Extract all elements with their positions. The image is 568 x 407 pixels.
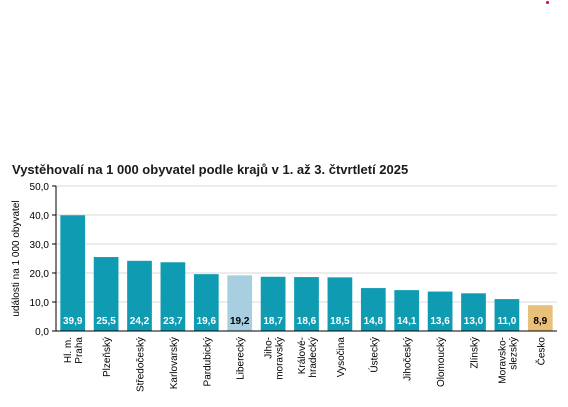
bar bbox=[193, 274, 219, 331]
x-category-label: Jiho-moravský bbox=[264, 337, 286, 380]
bar-value-label: 14,1 bbox=[397, 316, 417, 327]
x-category-label: Středočeský bbox=[136, 337, 147, 392]
bar-value-label: 8,9 bbox=[533, 316, 547, 327]
bar bbox=[461, 293, 486, 331]
y-axis-title: události na 1 000 obyvatel bbox=[11, 200, 22, 316]
bar-value-label: 14,8 bbox=[364, 316, 384, 327]
bar bbox=[327, 277, 353, 331]
bar bbox=[527, 305, 553, 331]
x-category-label: Ústecký bbox=[367, 337, 380, 373]
y-tick-label: 40,0 bbox=[30, 211, 50, 222]
bar-value-label: 23,7 bbox=[163, 316, 183, 327]
bar-value-label: 13,6 bbox=[430, 316, 450, 327]
bar-value-label: 25,5 bbox=[96, 316, 116, 327]
corner-marker-dot bbox=[546, 1, 549, 4]
bar bbox=[93, 257, 119, 331]
bar-value-label: 18,5 bbox=[330, 316, 350, 327]
bar bbox=[427, 291, 453, 331]
x-category-label: Králové-hradecký bbox=[297, 337, 319, 378]
bar bbox=[160, 262, 186, 331]
x-category-label: Liberecký bbox=[236, 337, 247, 380]
y-tick-label: 10,0 bbox=[30, 298, 50, 309]
bar bbox=[127, 260, 152, 331]
x-category-label: Zlínský bbox=[470, 337, 481, 369]
bar-value-label: 18,7 bbox=[263, 316, 283, 327]
bar-value-label: 18,6 bbox=[297, 316, 317, 327]
x-category-label: Karlovarský bbox=[169, 337, 180, 389]
x-category-label: Pardubický bbox=[202, 337, 213, 386]
bar bbox=[60, 215, 86, 331]
x-category-label: Vysočina bbox=[336, 337, 347, 378]
bar bbox=[294, 277, 319, 331]
y-tick-label: 50,0 bbox=[30, 182, 50, 193]
bar bbox=[360, 288, 386, 331]
bar-value-label: 19,6 bbox=[197, 316, 217, 327]
bar-value-label: 19,2 bbox=[230, 316, 250, 327]
x-category-label: Jihočeský bbox=[403, 337, 414, 381]
x-category-label: Plzeňský bbox=[102, 337, 113, 377]
x-category-label: Česko bbox=[534, 337, 547, 366]
bar-value-label: 39,9 bbox=[63, 316, 83, 327]
bar bbox=[260, 276, 286, 331]
y-tick-label: 30,0 bbox=[30, 240, 50, 251]
bar-value-label: 24,2 bbox=[130, 316, 150, 327]
bar-value-label: 13,0 bbox=[464, 316, 484, 327]
bar bbox=[494, 299, 520, 331]
x-category-label: Hl. m.Praha bbox=[63, 337, 85, 364]
bar bbox=[227, 275, 253, 331]
y-tick-label: 20,0 bbox=[30, 269, 50, 280]
bar-value-label: 11,0 bbox=[497, 316, 516, 327]
x-category-label: Olomoucký bbox=[436, 337, 447, 387]
bar bbox=[394, 290, 420, 331]
chart-title: Vystěhovalí na 1 000 obyvatel podle kraj… bbox=[12, 162, 409, 177]
x-category-label: Moravsko-slezský bbox=[497, 337, 519, 384]
y-tick-label: 0,0 bbox=[35, 327, 49, 338]
